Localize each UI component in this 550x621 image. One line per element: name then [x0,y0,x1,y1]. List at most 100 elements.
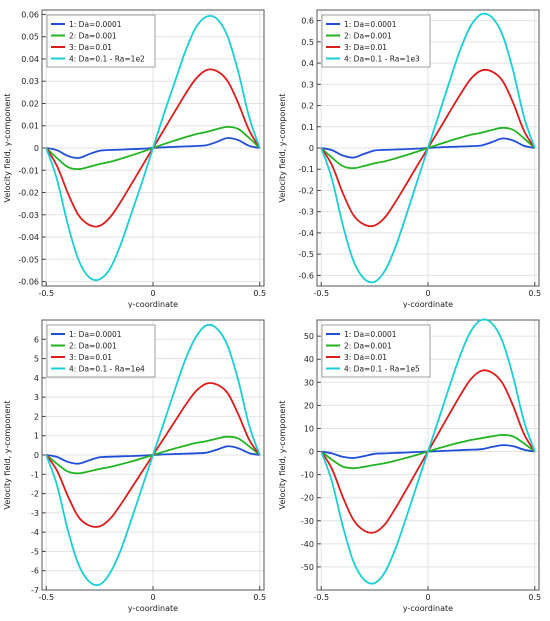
plot-frame [316,319,540,591]
y-tick-label: -4 [31,528,39,537]
y-tick-label: 0.03 [21,77,39,86]
y-tick-label: 6 [34,335,39,344]
y-tick-label: 0 [309,144,314,153]
x-axis-label: y-coordinate [128,604,178,613]
plot-frame [41,9,265,287]
legend-label: 1: Da=0.0001 [344,330,397,339]
y-tick-label: -0.5 [298,250,314,259]
y-tick-label: 0.06 [21,10,39,19]
legend-label: 4: Da=0.1 - Ra=1e2 [69,55,145,64]
y-tick-label: -6 [31,567,39,576]
y-axis-label: Velocity field, y-component [3,400,12,509]
y-tick-label: 10 [304,424,314,433]
y-tick-label: -0.02 [18,189,39,198]
y-tick-label: -0.2 [298,186,314,195]
x-tick-label: -0.5 [313,593,329,602]
legend-label: 2: Da=0.001 [69,342,117,351]
legend-label: 1: Da=0.0001 [344,20,397,29]
legend-label: 4: Da=0.1 - Ra=1e5 [344,365,420,374]
y-tick-label: 2 [34,412,39,421]
x-tick-label: -0.5 [313,289,329,298]
y-tick-label: -2 [31,490,39,499]
y-tick-label: -0.4 [298,229,314,238]
y-tick-label: 0 [34,144,39,153]
x-axis-label: y-coordinate [128,300,178,308]
y-tick-label: -0.01 [18,166,39,175]
plot-frame [316,9,540,287]
chart-panel-1: 0.06 0.05 0.04 0.03 0.02 0.01 0 -0.01 -0.02 -0.03… [0,0,275,309]
legend-label: 2: Da=0.001 [69,32,117,41]
y-tick-label: 0.6 [301,17,314,26]
x-tick-label: -0.5 [38,289,54,298]
x-axis-label: y-coordinate [403,604,453,613]
legend-label: 1: Da=0.0001 [69,330,122,339]
chart-svg: 6 5 4 3 2 1 0 -1 -2 -3 -4 -5 -6 -7-0.5 0 0.5 1: Da=0.000… [3,319,266,613]
x-tick-label: -0.5 [38,593,54,602]
x-tick-label: 0.5 [253,593,266,602]
y-tick-label: -30 [301,517,314,526]
x-tick-label: 0 [150,593,155,602]
y-tick-label: -0.6 [298,271,314,280]
y-tick-label: 5 [34,355,39,364]
y-tick-label: -1 [31,470,39,479]
legend-label: 3: Da=0.01 [344,43,387,52]
y-axis-label: Velocity field, y-component [278,400,287,509]
legend-label: 2: Da=0.001 [344,32,392,41]
x-tick-label: 0.5 [253,289,266,298]
x-tick-label: 0 [425,289,430,298]
y-tick-label: -3 [31,509,39,518]
y-axis-label: Velocity field, y-component [3,93,12,202]
y-tick-label: 20 [304,401,314,410]
y-tick-label: 50 [304,332,314,341]
y-tick-label: -0.06 [18,278,39,287]
plot-frame [41,319,265,591]
series-line-4 [320,318,536,585]
y-tick-label: 4 [34,374,39,383]
y-tick-label: 30 [304,378,314,387]
x-tick-label: 0 [425,593,430,602]
y-tick-label: -7 [31,586,39,595]
chart-panel-4: 50 40 30 20 10 0 -10 -20 -30 -40 -50 -0.5 0 0.5 1: Da=… [275,308,550,617]
series-line-4 [320,12,536,284]
x-tick-label: 0.5 [528,593,541,602]
x-axis-label: y-coordinate [403,300,453,308]
chart-panel-3: 6 5 4 3 2 1 0 -1 -2 -3 -4 -5 -6 -7 -0.5 0 0.5 1: Da=0.000… [0,308,275,617]
y-tick-label: 40 [304,355,314,364]
series-line-4 [45,323,261,587]
y-tick-label: -0.03 [18,211,39,220]
y-tick-label: -0.05 [18,255,39,264]
legend-label: 4: Da=0.1 - Ra=1e3 [344,55,420,64]
y-tick-label: 0.01 [21,122,39,131]
y-tick-label: 1 [34,432,39,441]
y-tick-label: 0 [309,448,314,457]
y-tick-label: 0.3 [301,80,314,89]
chart-svg: 0.06 0.05 0.04 0.03 0.02 0.01 0 -0.01 -0.02 -0.03… [3,9,266,309]
y-tick-label: 0.2 [301,102,314,111]
y-tick-label: -10 [301,471,314,480]
legend-label: 3: Da=0.01 [69,43,112,52]
legend-label: 2: Da=0.001 [344,342,392,351]
y-tick-label: 0.04 [21,55,39,64]
y-axis-label: Velocity field, y-component [278,93,287,202]
y-tick-label: 0.5 [301,38,314,47]
y-tick-label: 0 [34,451,39,460]
y-tick-label: 0.1 [301,123,314,132]
chart-panel-2: 0.6 0.5 0.4 0.3 0.2 0.1 0 -0.1 -0.2 -0.3 -0.4 -0.5 -… [275,0,550,309]
y-tick-label: 0.4 [301,59,314,68]
chart-svg: 0.6 0.5 0.4 0.3 0.2 0.1 0 -0.1 -0.2 -0.3 -0.4 -0.5 -… [278,9,541,309]
series-line-4 [45,14,261,282]
y-tick-label: -0.04 [18,233,39,242]
x-tick-label: 0 [150,289,155,298]
legend-label: 3: Da=0.01 [344,353,387,362]
y-tick-label: -0.1 [298,165,314,174]
y-tick-label: -5 [31,547,39,556]
legend-label: 4: Da=0.1 - Ra=1e4 [69,365,145,374]
y-tick-label: 0.05 [21,33,39,42]
y-tick-label: -0.3 [298,208,314,217]
legend-label: 3: Da=0.01 [69,353,112,362]
y-tick-label: 0.02 [21,99,39,108]
y-tick-label: 3 [34,393,39,402]
x-tick-label: 0.5 [528,289,541,298]
y-tick-label: -20 [301,494,314,503]
chart-svg: 50 40 30 20 10 0 -10 -20 -30 -40 -50 -0.5 0 0.5 1: Da=… [278,318,541,613]
